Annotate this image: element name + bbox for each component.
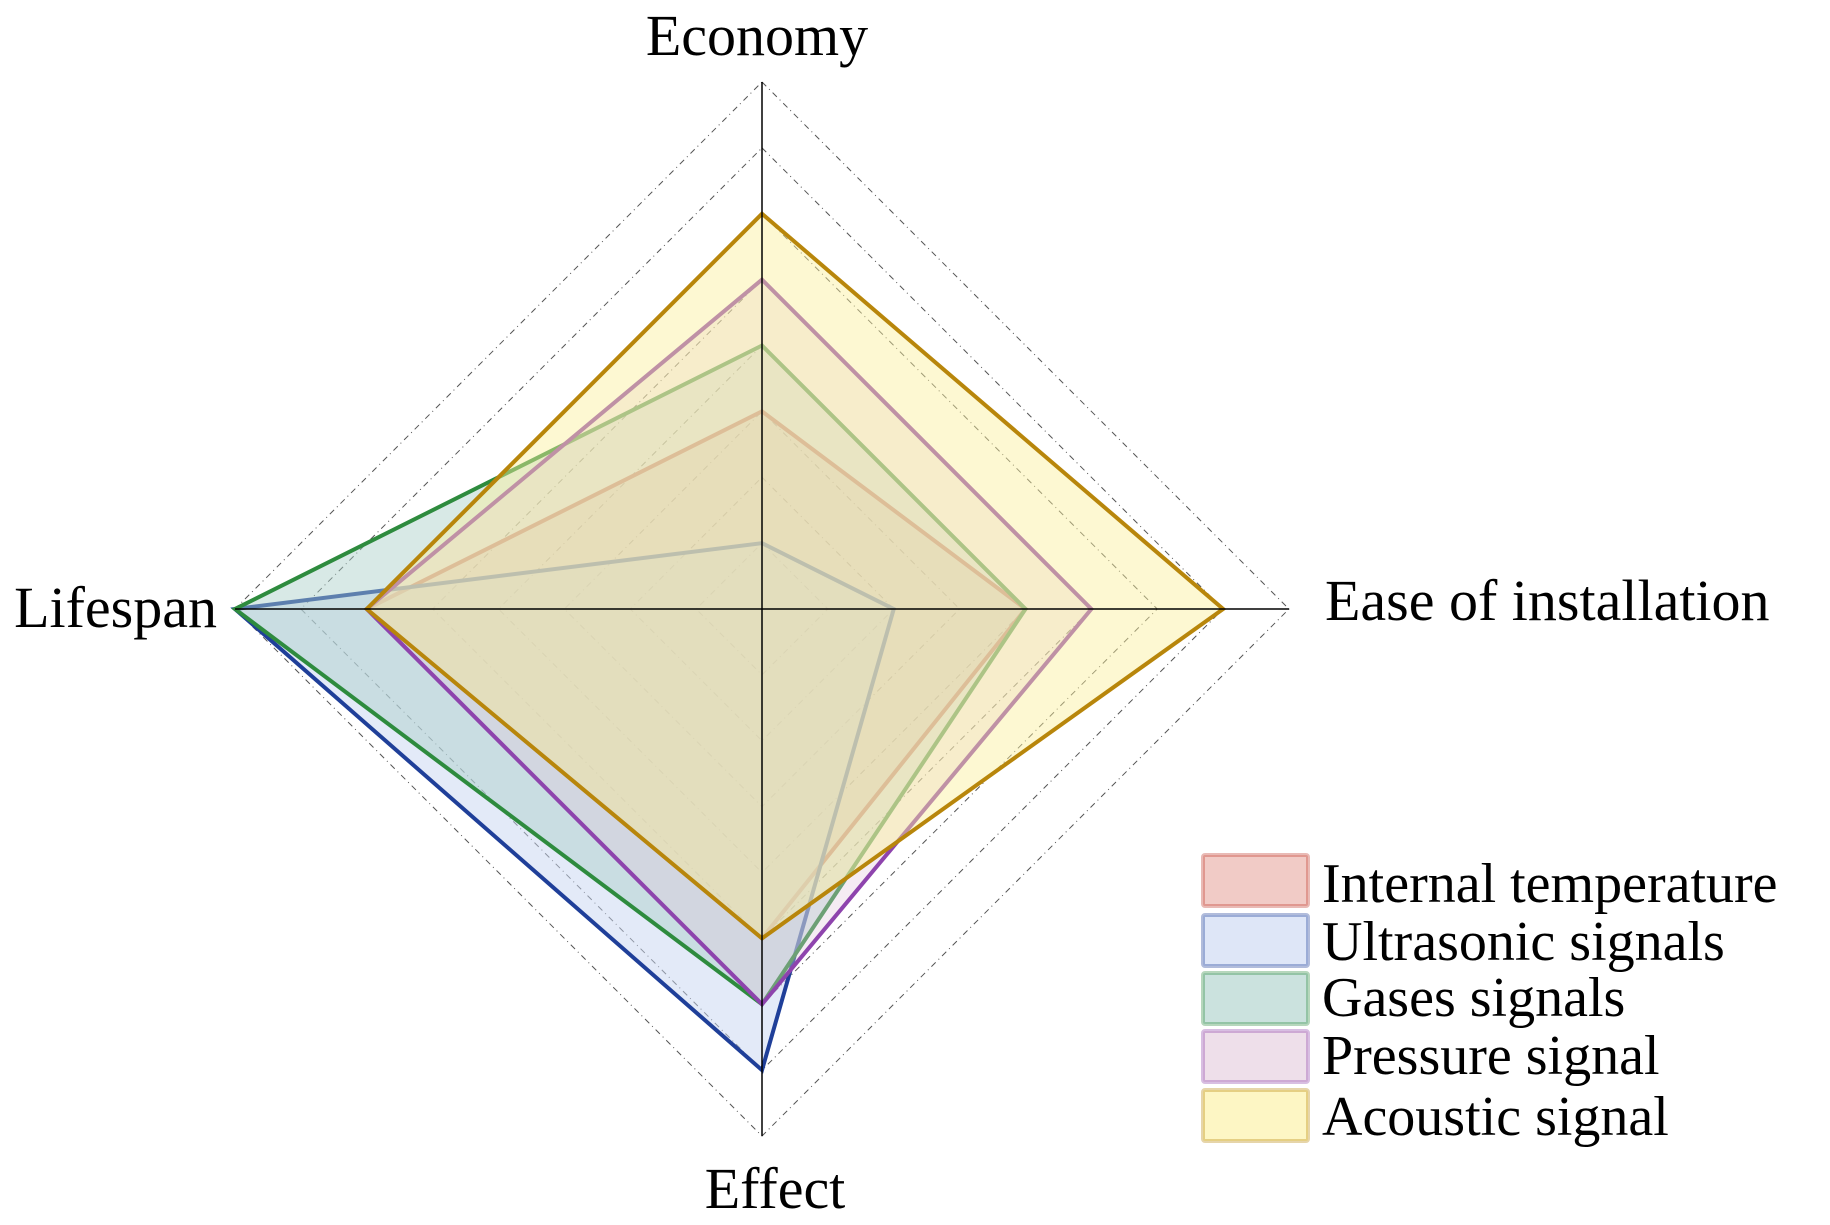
axis-label-lifespan: Lifespan bbox=[14, 575, 217, 640]
axes bbox=[235, 82, 1289, 1136]
legend-item: Acoustic signal bbox=[1201, 1086, 1669, 1148]
axis-labels: Economy Ease of installation Effect Life… bbox=[14, 3, 1769, 1221]
legend-swatch bbox=[1201, 853, 1310, 908]
legend-item: Ultrasonic signals bbox=[1201, 911, 1725, 973]
legend-swatch bbox=[1201, 913, 1310, 968]
legend-label: Acoustic signal bbox=[1322, 1086, 1669, 1148]
axis-label-effect: Effect bbox=[705, 1156, 846, 1221]
legend-item: Gases signals bbox=[1201, 967, 1625, 1029]
axis-label-economy: Economy bbox=[646, 3, 868, 68]
legend-item: Pressure signal bbox=[1201, 1025, 1660, 1087]
legend-label: Pressure signal bbox=[1322, 1025, 1660, 1087]
legend-swatch bbox=[1201, 1029, 1310, 1084]
legend-label: Ultrasonic signals bbox=[1322, 911, 1725, 973]
legend-label: Gases signals bbox=[1322, 967, 1625, 1029]
legend-item: Internal temperature bbox=[1201, 853, 1778, 915]
series-layer bbox=[230, 211, 1227, 1074]
grid-ring bbox=[629, 476, 895, 742]
legend-swatch bbox=[1201, 1088, 1310, 1143]
legend: Internal temperature Ultrasonic signals … bbox=[1201, 853, 1778, 1148]
legend-swatch bbox=[1201, 971, 1310, 1026]
legend-label: Internal temperature bbox=[1322, 853, 1778, 915]
axis-label-ease-of-installation: Ease of installation bbox=[1325, 568, 1770, 633]
